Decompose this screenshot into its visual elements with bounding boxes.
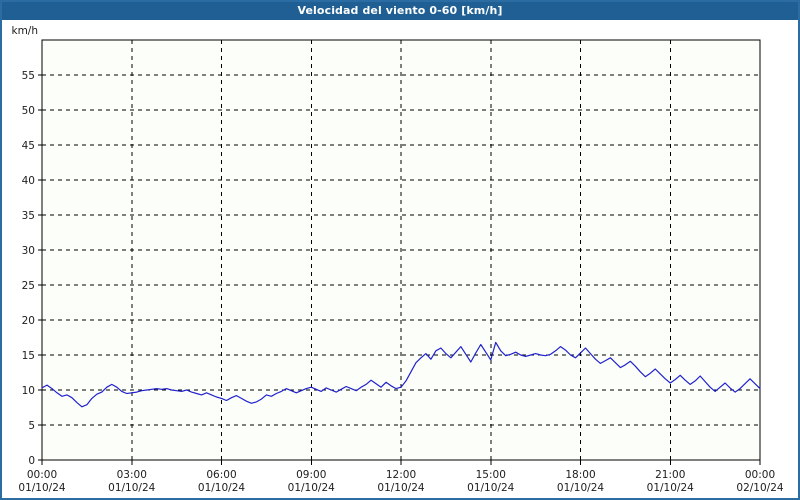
y-tick-label: 5 [28,420,35,432]
x-tick-date-label: 01/10/24 [377,482,424,494]
x-tick-date-label: 01/10/24 [288,482,335,494]
x-tick-time-label: 09:00 [296,469,326,481]
x-tick-time-label: 03:00 [117,469,147,481]
x-tick-time-label: 00:00 [745,469,775,481]
y-tick-label: 20 [22,315,35,327]
y-tick-label: 35 [22,210,35,222]
x-tick-date-label: 01/10/24 [557,482,604,494]
x-tick-date-label: 01/10/24 [198,482,245,494]
x-tick-time-label: 00:00 [27,469,57,481]
y-axis-tick-labels: 0 5 10 15 20 25 30 35 40 45 50 55 [22,70,35,467]
x-tick-time-label: 21:00 [655,469,685,481]
y-tick-label: 55 [22,70,35,82]
x-tick-date-label: 02/10/24 [736,482,783,494]
y-axis-unit-label: km/h [11,25,38,37]
plot-frame [41,39,761,461]
x-tick-time-label: 15:00 [476,469,506,481]
x-tick-date-label: 01/10/24 [18,482,65,494]
y-tick-label: 10 [22,385,35,397]
x-axis-tick-labels: 00:0001/10/2403:0001/10/2406:0001/10/240… [18,469,783,494]
y-tick-label: 25 [22,280,35,292]
y-tick-label: 15 [22,350,35,362]
y-tick-label: 0 [28,455,35,467]
x-tick-date-label: 01/10/24 [467,482,514,494]
gridlines [42,40,760,460]
y-tick-label: 45 [22,140,35,152]
axis-tick-marks [38,74,761,465]
x-tick-time-label: 12:00 [386,469,416,481]
x-tick-date-label: 01/10/24 [108,482,155,494]
x-tick-date-label: 01/10/24 [647,482,694,494]
plot-area-container: 0 5 10 15 20 25 30 35 40 45 50 55 00:00 01/10/24 03:0… [2,20,798,498]
y-tick-label: 50 [22,105,35,117]
window-title-bar: Velocidad del viento 0-60 [km/h] [2,2,798,20]
y-tick-label: 40 [22,175,35,187]
x-tick-time-label: 18:00 [565,469,595,481]
x-tick-time-label: 06:00 [206,469,236,481]
y-tick-label: 30 [22,245,35,257]
wind-speed-series-line [41,341,761,408]
